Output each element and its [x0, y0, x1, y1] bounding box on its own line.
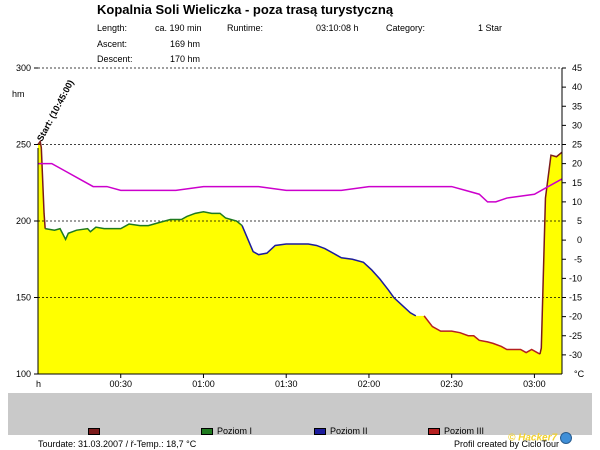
descent-label: Descent: [97, 54, 133, 64]
length-value: ca. 190 min [155, 23, 202, 33]
right-axis-tick-label: 20 [572, 159, 582, 169]
altitude-line-segment [423, 315, 541, 355]
right-axis-tick-label: 0 [577, 235, 582, 245]
ascent-value: 169 hm [170, 39, 201, 49]
tour-date-temp: Tourdate: 31.03.2007 / ř-Temp.: 18,7 °C [38, 439, 197, 449]
right-axis-tick-label: 25 [572, 140, 582, 150]
left-axis-tick-label: 250 [16, 140, 31, 150]
right-axis-tick-label: 40 [572, 82, 582, 92]
category-label: Category: [386, 23, 426, 33]
legend-item-start [88, 426, 104, 436]
x-axis-tick-label: 03:00 [523, 379, 546, 389]
right-axis-unit: °C [574, 369, 585, 379]
left-axis-tick-label: 150 [16, 293, 31, 303]
left-axis-tick-label: 100 [16, 369, 31, 379]
left-axis-tick-label: 300 [16, 63, 31, 73]
right-axis-tick-label: 5 [577, 216, 582, 226]
ascent-label: Ascent: [97, 39, 128, 49]
runtime-value: 03:10:08 h [316, 23, 359, 33]
legend-swatch [428, 428, 440, 436]
temperature-line [38, 162, 563, 203]
start-time-label: Start: (10:45:00) [35, 78, 76, 143]
x-axis-tick-label: 02:00 [358, 379, 381, 389]
altitude-line-segment [241, 225, 417, 317]
altitude-area [38, 141, 562, 374]
logo-text: © Hacker7 [508, 432, 558, 444]
legend-swatch [88, 428, 100, 436]
watermark-logo: © Hacker7 [508, 432, 573, 444]
descent-value: 170 hm [170, 54, 201, 64]
altitude-line-segment [539, 151, 563, 355]
altitude-line-segment [37, 139, 46, 229]
runtime-label: Runtime: [227, 23, 264, 33]
x-axis-tick-label: 01:00 [192, 379, 215, 389]
legend-swatch [314, 428, 326, 436]
right-axis-tick-label: -15 [569, 293, 582, 303]
right-axis-tick-label: 10 [572, 197, 582, 207]
right-axis-tick-label: 30 [572, 120, 582, 130]
globe-icon [560, 432, 573, 444]
left-axis-unit: hm [12, 89, 25, 99]
legend-label: Poziom II [330, 426, 368, 436]
right-axis-tick-label: -30 [569, 350, 582, 360]
legend-label: Poziom I [217, 426, 253, 436]
legend-item-poziom-i: Poziom I [201, 426, 252, 436]
legend-item-poziom-ii: Poziom II [314, 426, 368, 436]
category-value: 1 Star [478, 23, 503, 33]
legend-panel: Poziom I Poziom II Poziom III [8, 393, 592, 436]
legend-swatch [201, 428, 213, 436]
profile-credit: Profil created by CicloTour [454, 439, 560, 449]
right-axis-tick-label: 45 [572, 63, 582, 73]
altitude-line-segment [45, 211, 243, 242]
x-axis-start-label: h [36, 379, 41, 389]
legend-item-poziom-iii: Poziom III [428, 426, 484, 436]
tour-title: Kopalnia Soli Wieliczka - poza trasą tur… [97, 2, 394, 17]
right-axis-tick-label: 15 [572, 178, 582, 188]
length-label: Length: [97, 23, 128, 33]
right-axis-tick-label: -10 [569, 273, 582, 283]
x-axis-tick-label: 00:30 [109, 379, 132, 389]
legend-label: Poziom III [444, 426, 485, 436]
right-axis-tick-label: -25 [569, 331, 582, 341]
x-axis-tick-label: 01:30 [275, 379, 298, 389]
right-axis-tick-label: -20 [569, 312, 582, 322]
x-axis-tick-label: 02:30 [440, 379, 463, 389]
right-axis-tick-label: -5 [574, 254, 582, 264]
right-axis-tick-label: 35 [572, 101, 582, 111]
left-axis-tick-label: 200 [16, 216, 31, 226]
